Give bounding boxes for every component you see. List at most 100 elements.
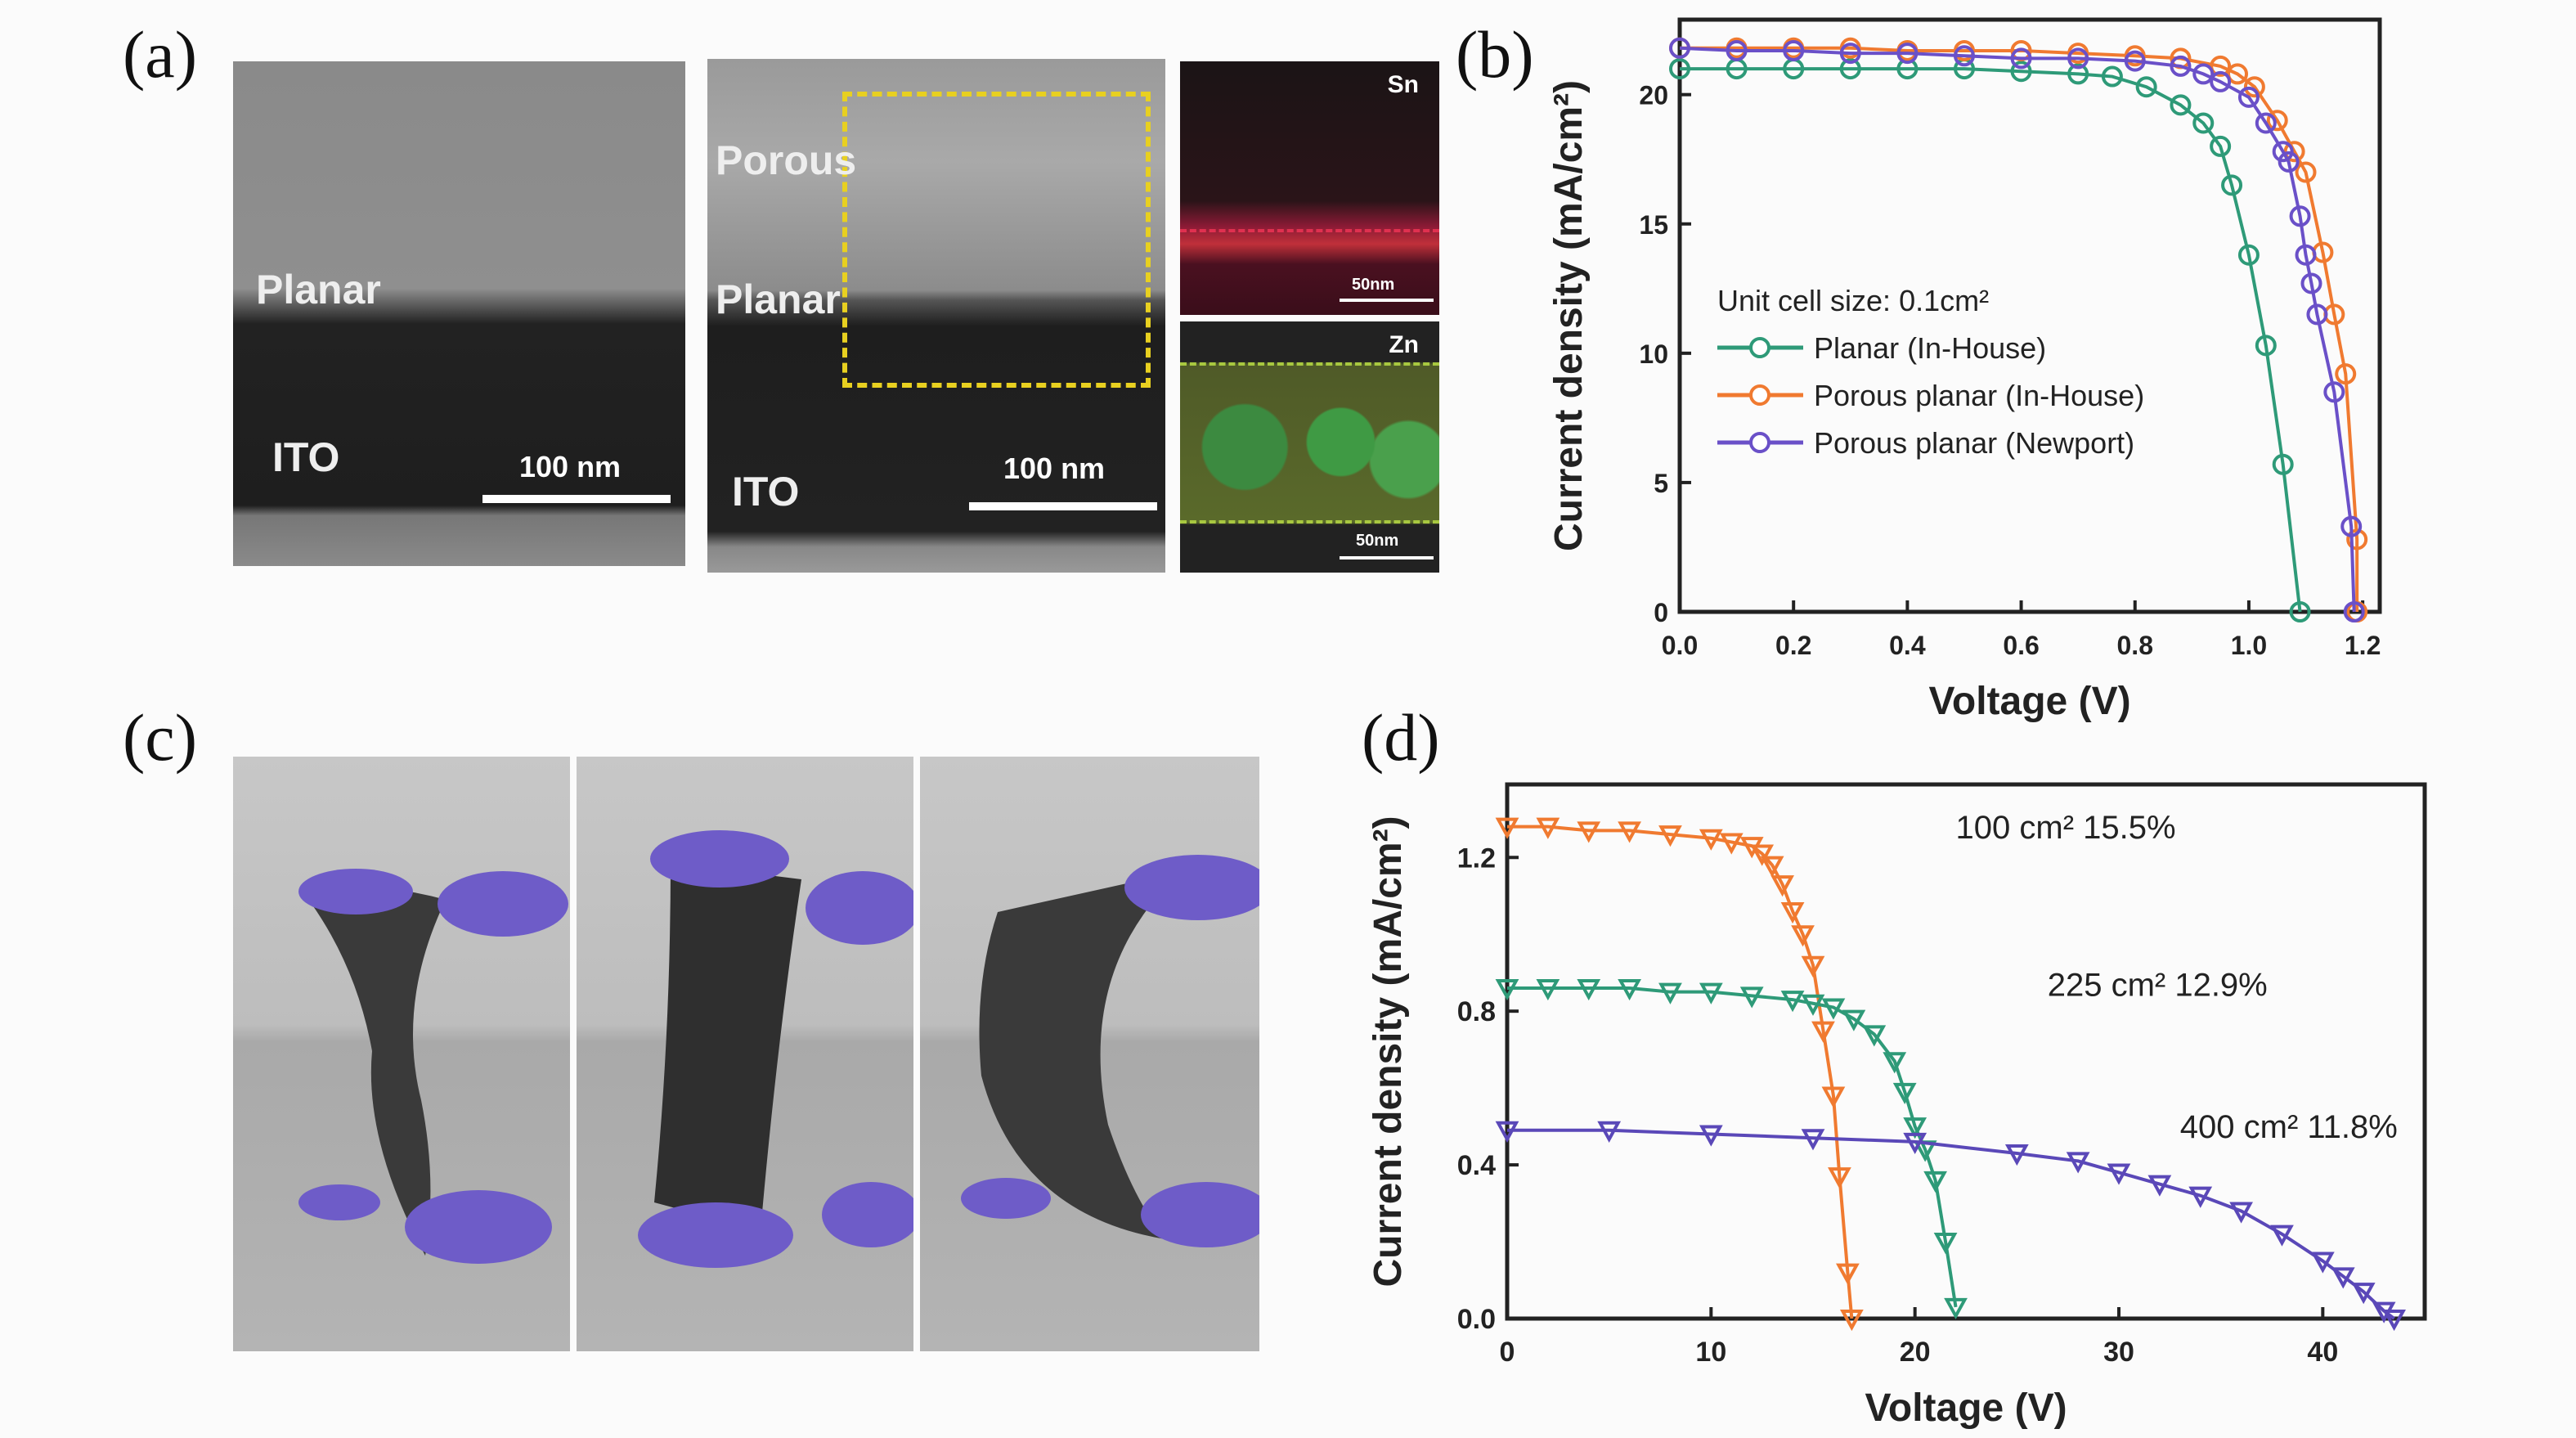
x-tick-label: 1.0 — [2231, 631, 2267, 660]
legend-label: Porous planar (Newport) — [1814, 426, 2134, 460]
x-tick-label: 40 — [2307, 1337, 2338, 1368]
data-point — [2124, 50, 2146, 72]
eds-map-zn: Zn 50nm — [1180, 321, 1439, 573]
x-tick-label: 20 — [1900, 1337, 1931, 1368]
y-axis-label: Current density (mA/cm²) — [1547, 80, 1591, 551]
y-tick-label: 1.2 — [1457, 843, 1496, 874]
scale-bar — [1340, 299, 1434, 302]
data-point — [2229, 1202, 2253, 1224]
data-point — [1842, 1009, 1866, 1031]
data-point — [2010, 47, 2032, 70]
legend-marker — [1749, 337, 1770, 358]
data-point — [1577, 821, 1601, 843]
series-annotation: 100 cm² 15.5% — [1956, 810, 2176, 846]
glove-icon — [1141, 1182, 1259, 1247]
data-point — [1577, 978, 1601, 1001]
glove-icon — [298, 869, 413, 914]
data-point — [2210, 70, 2232, 92]
data-point — [1839, 43, 1861, 65]
label-planar: Planar — [256, 267, 381, 312]
data-point — [1828, 1167, 1851, 1189]
data-point — [2107, 1163, 2131, 1185]
legend-title: Unit cell size: 0.1cm² — [1717, 284, 1989, 317]
glove-icon — [650, 830, 789, 888]
data-point — [1750, 844, 1775, 866]
data-point — [2270, 1225, 2294, 1247]
data-point — [1953, 45, 1975, 67]
x-tick-label: 0.6 — [2003, 631, 2039, 660]
data-point — [2192, 112, 2215, 134]
y-tick-label: 15 — [1639, 210, 1668, 240]
data-point — [2067, 47, 2089, 70]
data-point — [1801, 994, 1825, 1016]
x-tick-label: 0.8 — [2117, 631, 2153, 660]
y-tick-label: 5 — [1654, 469, 1668, 498]
data-point — [1658, 825, 1682, 847]
data-point — [2255, 335, 2277, 357]
series-line — [1507, 1128, 2395, 1320]
data-point — [1791, 925, 1815, 947]
data-point — [2272, 141, 2294, 163]
data-point — [2227, 63, 2249, 85]
data-point — [2346, 528, 2368, 550]
data-point — [2221, 174, 2243, 196]
panel-label-b: (b) — [1456, 17, 1534, 92]
y-axis-label: Current density (mA/cm²) — [1367, 816, 1410, 1287]
data-point — [2010, 61, 2032, 83]
glove-icon — [638, 1202, 793, 1268]
dashed-line — [1180, 229, 1439, 232]
sem-image-porous-planar: Porous Planar ITO 100 nm — [707, 59, 1165, 573]
data-point — [2382, 1310, 2406, 1332]
plot-frame — [1505, 782, 2427, 1321]
y-tick-label: 0.8 — [1457, 996, 1496, 1027]
data-point — [2272, 453, 2294, 475]
series-line — [1507, 986, 1958, 1308]
data-point — [2310, 1252, 2335, 1274]
legend-marker — [1749, 432, 1770, 453]
y-tick-label: 20 — [1639, 81, 1668, 110]
data-point — [1760, 856, 1784, 878]
data-point — [2331, 1267, 2355, 1289]
glove-icon — [806, 871, 913, 945]
series-line — [1680, 46, 2359, 612]
data-point — [1933, 1233, 1958, 1255]
data-point — [1821, 1086, 1846, 1108]
data-point — [2300, 272, 2322, 294]
series-line — [1679, 46, 2356, 613]
data-point — [1883, 1052, 1907, 1074]
data-point — [1780, 991, 1805, 1013]
sem-image-planar: Planar ITO 100 nm — [233, 61, 685, 566]
x-axis-label: Voltage (V) — [1865, 1386, 2067, 1430]
data-point — [1862, 1025, 1887, 1047]
solar-module — [979, 871, 1182, 1239]
data-point — [2170, 94, 2192, 116]
data-point — [2278, 151, 2300, 173]
data-point — [1839, 1310, 1864, 1332]
glove-icon — [822, 1182, 913, 1247]
scale-bar — [482, 495, 671, 503]
data-point — [1495, 817, 1519, 839]
data-point — [1495, 978, 1519, 1001]
data-point — [1836, 1263, 1860, 1285]
data-point — [1801, 955, 1825, 977]
data-point — [1536, 978, 1560, 1001]
data-point — [1821, 998, 1846, 1020]
data-point — [1597, 1121, 1622, 1143]
data-point — [2210, 55, 2232, 77]
data-point — [2170, 55, 2192, 77]
data-point — [2192, 63, 2215, 85]
photo-flexible-module-2 — [577, 757, 913, 1351]
data-point — [1903, 1117, 1928, 1139]
scale-bar-label: 100 nm — [519, 450, 622, 483]
solar-module — [654, 863, 801, 1231]
data-point — [1839, 58, 1861, 80]
x-axis-label: Voltage (V) — [1928, 680, 2130, 723]
element-label-sn: Sn — [1387, 71, 1419, 98]
y-tick-label: 10 — [1639, 339, 1668, 369]
label-porous: Porous — [716, 137, 857, 183]
x-tick-label: 0.4 — [1889, 631, 1926, 660]
legend-label: Planar (In-House) — [1814, 331, 2046, 365]
data-point — [2289, 205, 2311, 227]
y-tick-label: 0.4 — [1457, 1150, 1496, 1181]
label-planar: Planar — [716, 276, 841, 322]
